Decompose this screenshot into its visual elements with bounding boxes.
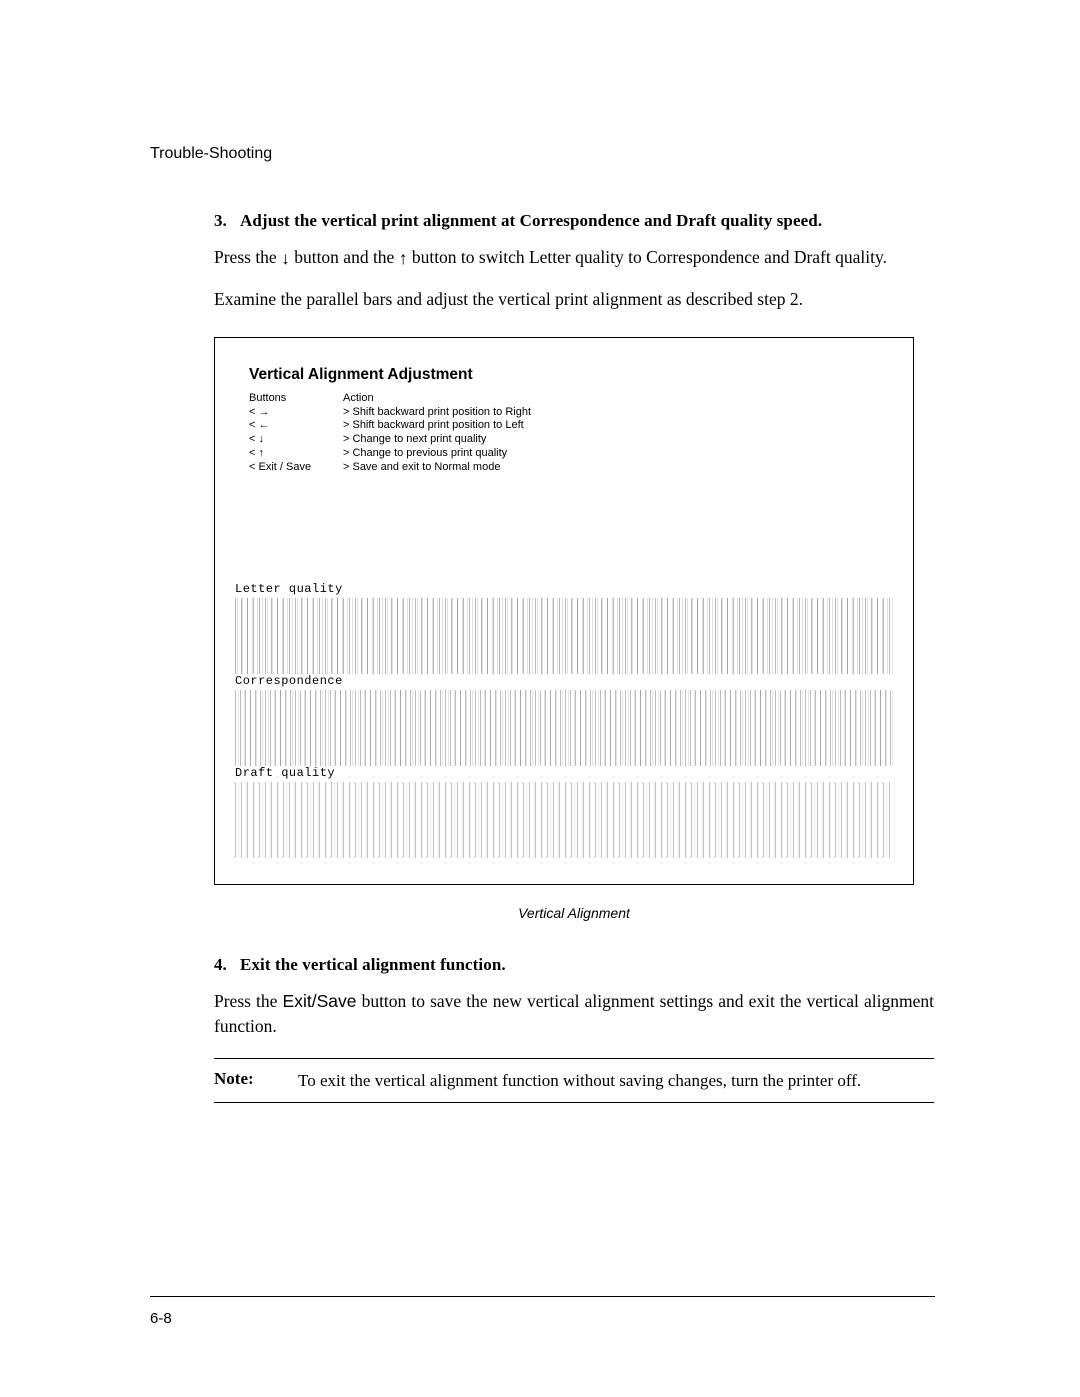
step-4-heading: 4. Exit the vertical alignment function. (214, 955, 934, 975)
content-block: 3. Adjust the vertical print alignment a… (214, 211, 934, 1103)
button-row: < → (249, 406, 343, 420)
step-3-number: 3. (214, 211, 240, 231)
figure-caption: Vertical Alignment (214, 905, 934, 921)
action-row: > Shift backward print position to Right (343, 406, 893, 420)
step-4-para: Press the Exit/Save button to save the n… (214, 989, 934, 1040)
step-4-title: Exit the vertical alignment function. (240, 955, 506, 975)
buttons-header: Buttons (249, 392, 343, 406)
buttons-column: Buttons < → < ← < ↓ < ↑ < Exit / Save (249, 392, 343, 475)
action-row: > Shift backward print position to Left (343, 419, 893, 433)
step-3-heading: 3. Adjust the vertical print alignment a… (214, 211, 934, 231)
button-row: < ← (249, 419, 343, 433)
action-row: > Change to previous print quality (343, 447, 893, 461)
pattern-label-correspondence: Correspondence (235, 674, 893, 688)
actions-column: Action > Shift backward print position t… (343, 392, 893, 475)
actions-header: Action (343, 392, 893, 406)
step-3-para-1: Press the ↓ button and the ↑ button to s… (214, 245, 934, 271)
note-label: Note: (214, 1069, 298, 1093)
left-arrow-icon: ← (258, 419, 269, 433)
chapter-header: Trouble-Shooting (150, 145, 930, 163)
button-row: < ↓ (249, 433, 343, 447)
right-arrow-icon: → (258, 406, 269, 420)
buttons-action-table: Buttons < → < ← < ↓ < ↑ < Exit / Save Ac… (249, 392, 893, 475)
footer-rule (150, 1296, 935, 1297)
text-fragment: Press the (214, 991, 283, 1011)
exit-save-label: Exit/Save (283, 991, 357, 1011)
pattern-bars-draft (235, 782, 895, 858)
pattern-bars-correspondence (235, 690, 895, 766)
down-arrow-icon: ↓ (258, 433, 264, 447)
pattern-label-draft: Draft quality (235, 766, 893, 780)
page: Trouble-Shooting 3. Adjust the vertical … (0, 0, 1080, 1397)
button-row: < ↑ (249, 447, 343, 461)
action-row: > Save and exit to Normal mode (343, 461, 893, 475)
button-row: < Exit / Save (249, 461, 343, 475)
down-arrow-icon: ↓ (281, 246, 290, 271)
step-4-number: 4. (214, 955, 240, 975)
text-fragment: button to switch Letter quality to Corre… (407, 247, 887, 267)
alignment-patterns: Letter quality Correspondence Draft qual… (235, 582, 893, 858)
figure-title: Vertical Alignment Adjustment (249, 366, 893, 384)
up-arrow-icon: ↑ (258, 447, 264, 461)
text-fragment: button and the (290, 247, 399, 267)
pattern-bars-letter (235, 598, 895, 674)
note-text: To exit the vertical alignment function … (298, 1069, 861, 1093)
note-box: Note: To exit the vertical alignment fun… (214, 1058, 934, 1104)
page-number: 6-8 (150, 1310, 172, 1327)
figure-box: Vertical Alignment Adjustment Buttons < … (214, 337, 914, 885)
pattern-label-letter: Letter quality (235, 582, 893, 596)
action-row: > Change to next print quality (343, 433, 893, 447)
text-fragment: Press the (214, 247, 281, 267)
step-3-para-2: Examine the parallel bars and adjust the… (214, 287, 934, 312)
step-3-title: Adjust the vertical print alignment at C… (240, 211, 822, 231)
